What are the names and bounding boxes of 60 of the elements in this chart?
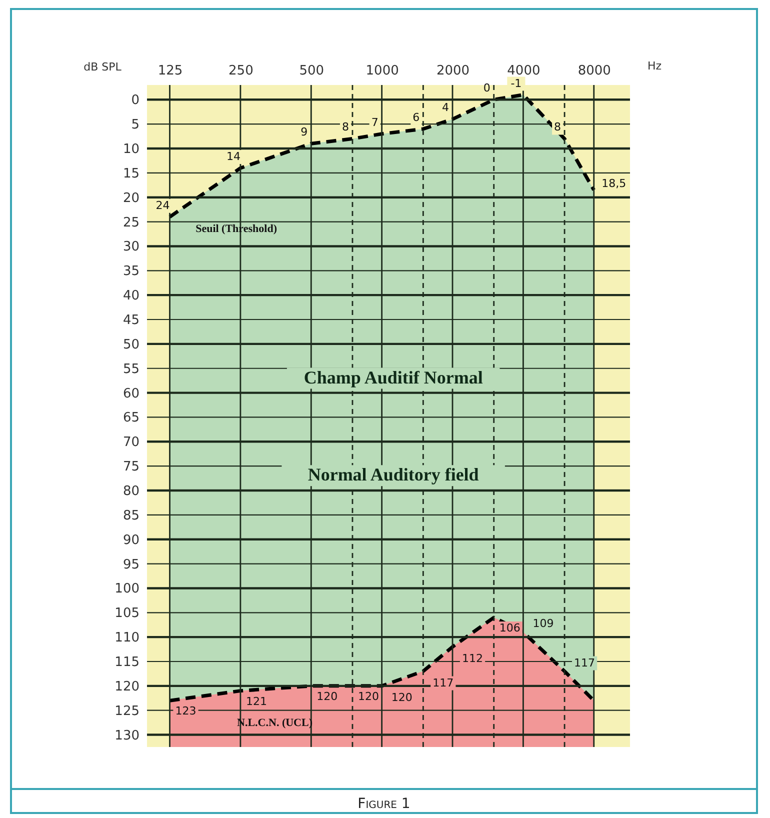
y-tick-label: 40 xyxy=(122,288,140,304)
data-label: 112 xyxy=(462,652,484,665)
y-tick-label: 90 xyxy=(122,532,140,548)
annotation: Normal Auditory field xyxy=(308,464,479,485)
caption: Figure 1 xyxy=(356,796,412,812)
x-tick-label: 8000 xyxy=(578,64,611,78)
y-tick-label: 25 xyxy=(122,215,140,230)
data-label: 109 xyxy=(532,617,554,630)
data-label: 120 xyxy=(316,690,338,703)
data-label: 117 xyxy=(432,676,454,690)
data-label: 0 xyxy=(483,82,490,95)
x-tick-label: 250 xyxy=(228,64,254,78)
y-tick-label: 55 xyxy=(122,362,140,377)
y-tick-label: 60 xyxy=(122,386,140,402)
y-tick-label: 80 xyxy=(122,484,140,500)
y-tick-label: 125 xyxy=(114,704,140,719)
y-tick-label: 105 xyxy=(114,606,140,622)
data-label: 4 xyxy=(442,101,450,114)
y-tick-label: 10 xyxy=(122,142,140,158)
x-tick-label: 4000 xyxy=(507,64,540,78)
data-label: 8 xyxy=(342,120,349,134)
y-tick-label: 15 xyxy=(122,166,140,182)
annotation: Champ Auditif Normal xyxy=(304,367,483,388)
y-tick-label: 30 xyxy=(122,240,140,255)
data-label: 6 xyxy=(412,110,420,124)
y-tick-label: 95 xyxy=(122,557,140,572)
y-tick-label: 70 xyxy=(122,435,140,450)
y-tick-label: 65 xyxy=(122,410,140,426)
x-tick-label: 2000 xyxy=(436,64,470,78)
data-label: 7 xyxy=(371,116,378,129)
y-tick-label: 35 xyxy=(122,264,140,280)
y-tick-label: 0 xyxy=(131,93,140,108)
data-label: -1 xyxy=(510,76,522,90)
y-axis-title: dB SPL xyxy=(84,60,122,74)
y-tick-label: 100 xyxy=(114,582,140,597)
x-tick-label: 1000 xyxy=(366,64,399,78)
x-axis-title: Hz xyxy=(648,60,662,72)
x-tick-label: 125 xyxy=(158,64,183,78)
data-label: 9 xyxy=(300,126,308,139)
y-tick-label: 115 xyxy=(114,655,140,670)
data-label: 121 xyxy=(246,694,267,708)
y-tick-label: 5 xyxy=(131,118,140,133)
data-label: 117 xyxy=(574,656,596,670)
data-label: 24 xyxy=(156,198,170,212)
data-label: 14 xyxy=(226,150,240,164)
y-tick-label: 85 xyxy=(122,508,140,524)
y-tick-label: 50 xyxy=(122,337,140,352)
data-label: 120 xyxy=(358,690,379,703)
y-tick-label: 130 xyxy=(114,728,140,744)
y-tick-label: 20 xyxy=(122,190,140,206)
data-label: 8 xyxy=(554,120,562,134)
y-tick-label: 45 xyxy=(122,313,140,328)
x-tick-label: 500 xyxy=(299,64,324,78)
y-tick-label: 75 xyxy=(122,460,140,475)
y-tick-label: 110 xyxy=(114,630,140,646)
data-label: 106 xyxy=(499,622,520,635)
y-tick-label: 120 xyxy=(114,679,140,694)
data-label: 123 xyxy=(175,704,196,718)
data-label: 120 xyxy=(391,690,412,704)
data-label: 18,5 xyxy=(602,177,626,190)
